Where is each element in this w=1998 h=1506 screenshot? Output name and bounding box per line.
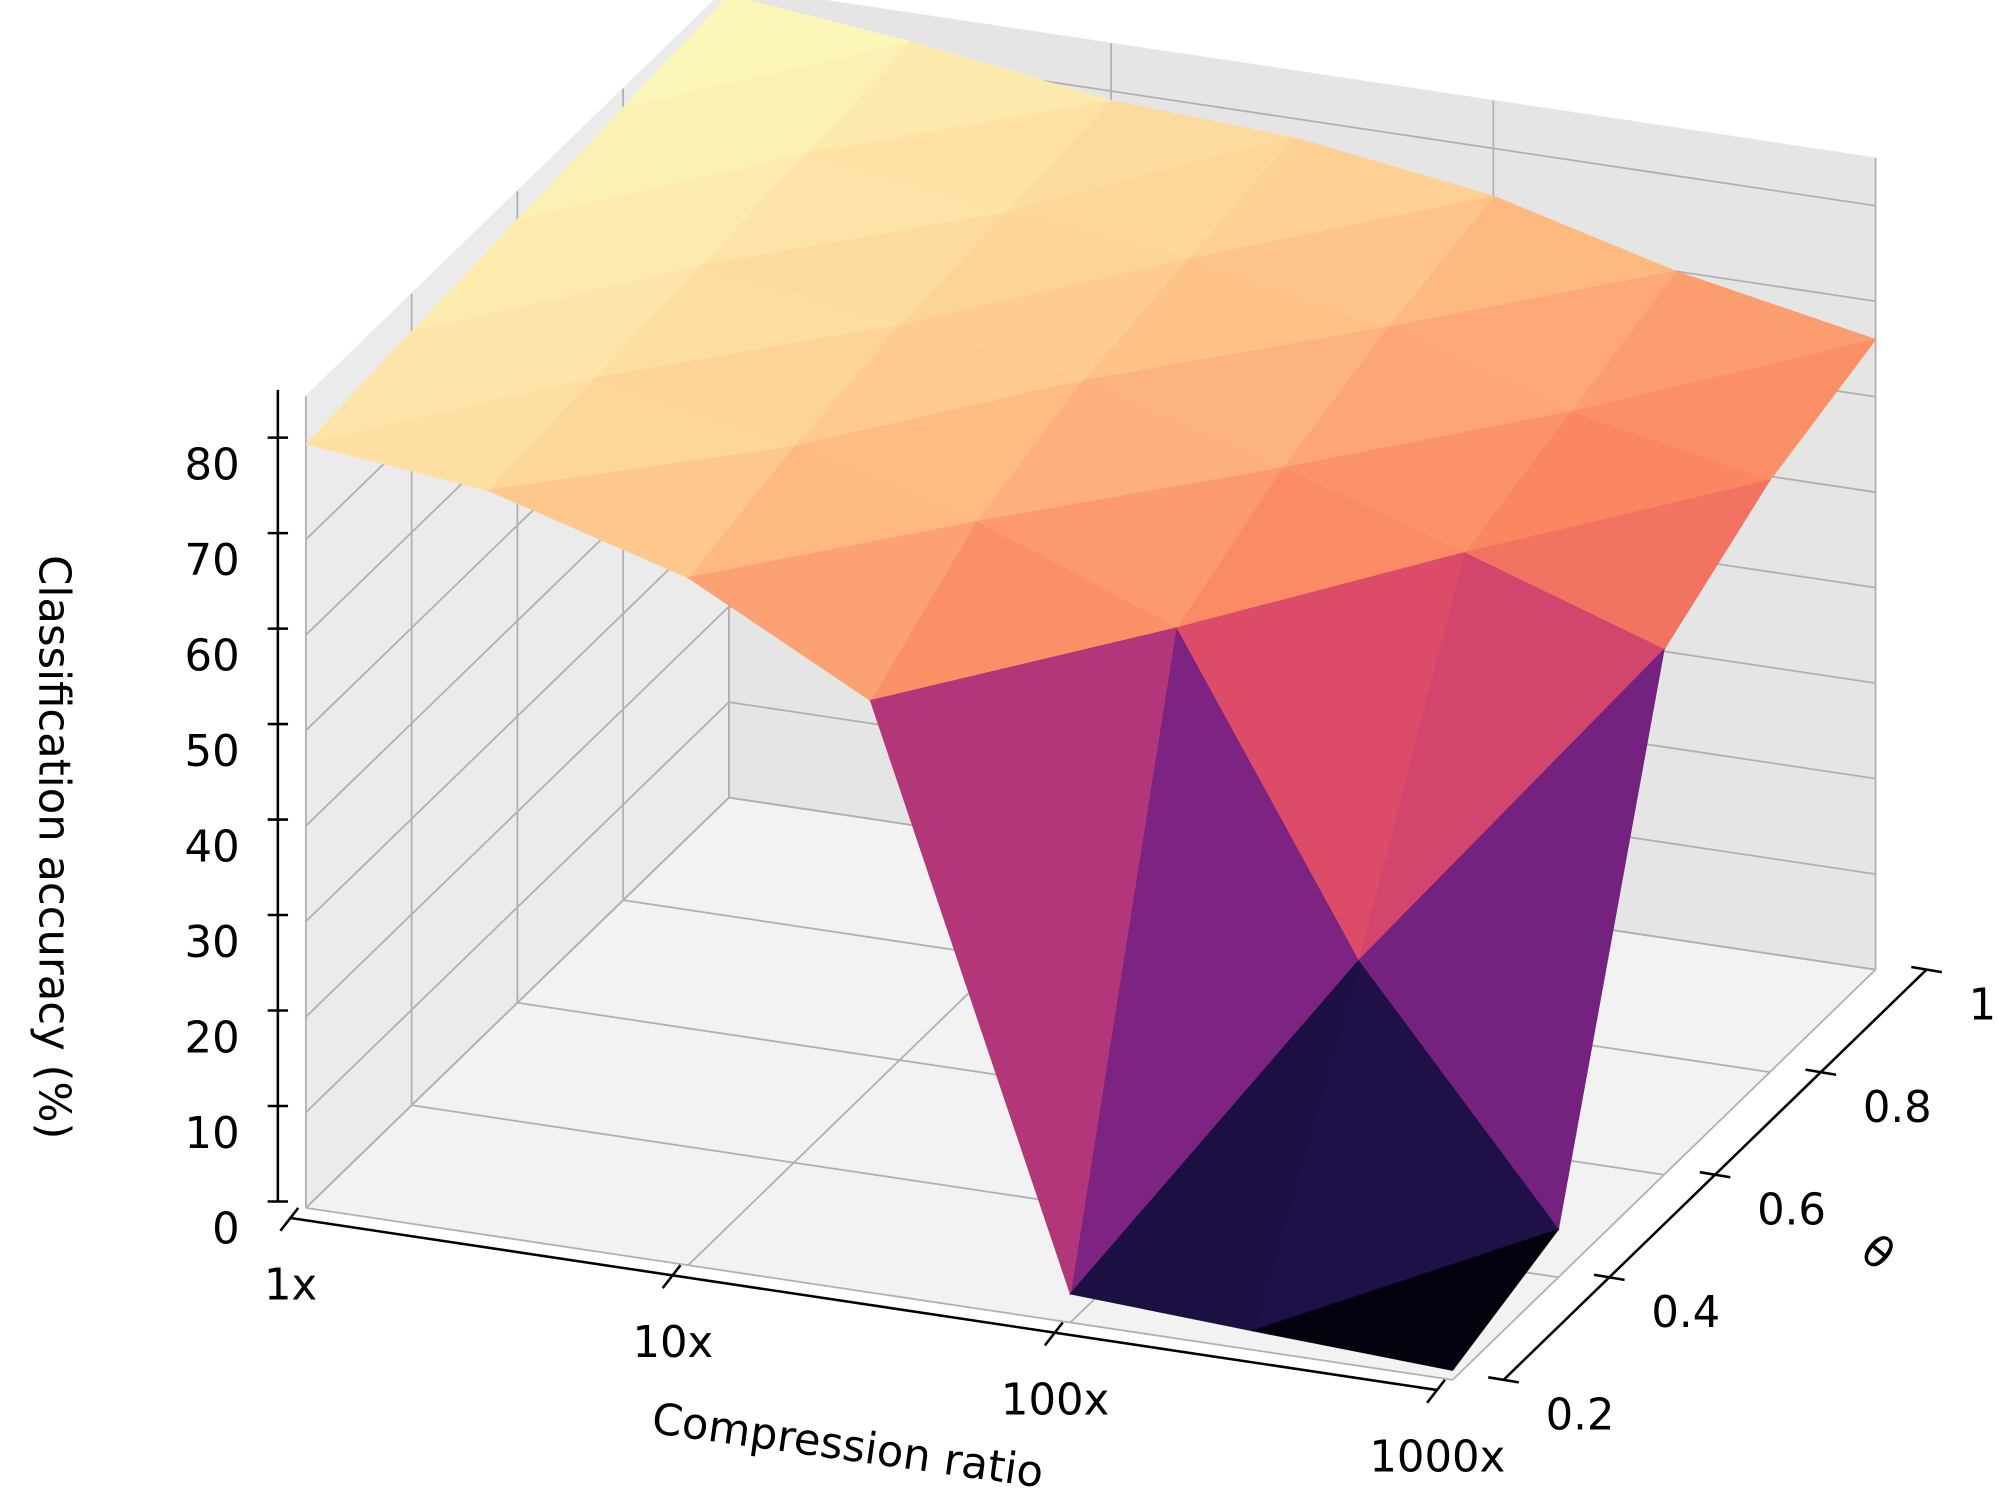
y-tick-label: 0.8: [1863, 1083, 1932, 1133]
y-tick: [1593, 1273, 1625, 1282]
z-tick-label: 10: [185, 1109, 240, 1159]
z-tick-label: 60: [185, 632, 240, 682]
z-axis-title: Classification accuracy (%): [29, 555, 79, 1139]
x-axis-title: Compression ratio: [649, 1394, 1047, 1498]
z-tick-label: 80: [185, 441, 240, 491]
z-tick-label: 30: [185, 918, 240, 968]
surface-facet: [686, 520, 978, 702]
surface-facet: [869, 627, 1177, 1295]
x-tick-label: 1x: [264, 1261, 317, 1311]
y-tick: [1699, 1170, 1731, 1179]
y-tick-label: 0.4: [1651, 1288, 1720, 1338]
y-tick-label: 0.6: [1757, 1185, 1826, 1235]
y-tick-label: 0.2: [1546, 1391, 1615, 1441]
z-tick-label: 20: [185, 1014, 240, 1064]
x-tick: [1043, 1321, 1064, 1347]
z-tick-label: 40: [185, 823, 240, 873]
grid-line: [305, 701, 730, 1114]
grid-line: [305, 510, 730, 923]
axes: 0 10 20 30 40 50 60 70 80 1x 10x 100x 1000x 0.2 0.4 0.6…: [185, 389, 1998, 1483]
surface-facet: [305, 377, 596, 491]
z-tick-label: 0: [212, 1205, 240, 1255]
z-tick-label: 70: [185, 536, 240, 586]
surface-facet: [486, 445, 796, 579]
x-tick: [661, 1264, 682, 1289]
x-tick-label: 100x: [1001, 1375, 1109, 1425]
y-tick-label: 1.0: [1969, 980, 1998, 1030]
grid-line: [305, 796, 730, 1209]
surface-facet: [1250, 1228, 1560, 1371]
x-tick: [279, 1207, 300, 1232]
y-tick: [1488, 1376, 1520, 1384]
grid-line: [305, 1206, 1453, 1381]
surface-facet: [1069, 960, 1359, 1332]
grid-line: [305, 605, 730, 1018]
x-axis-line: [290, 1216, 1438, 1392]
x-tick: [1426, 1379, 1446, 1404]
y-tick: [1911, 965, 1943, 974]
z-tick-label: 50: [185, 727, 240, 777]
y-axis-title: θ: [1851, 1225, 1903, 1280]
x-tick-label: 1000x: [1369, 1433, 1505, 1483]
surface: [304, 0, 1878, 1371]
y-tick: [1805, 1068, 1837, 1076]
x-tick-label: 10x: [632, 1318, 713, 1368]
